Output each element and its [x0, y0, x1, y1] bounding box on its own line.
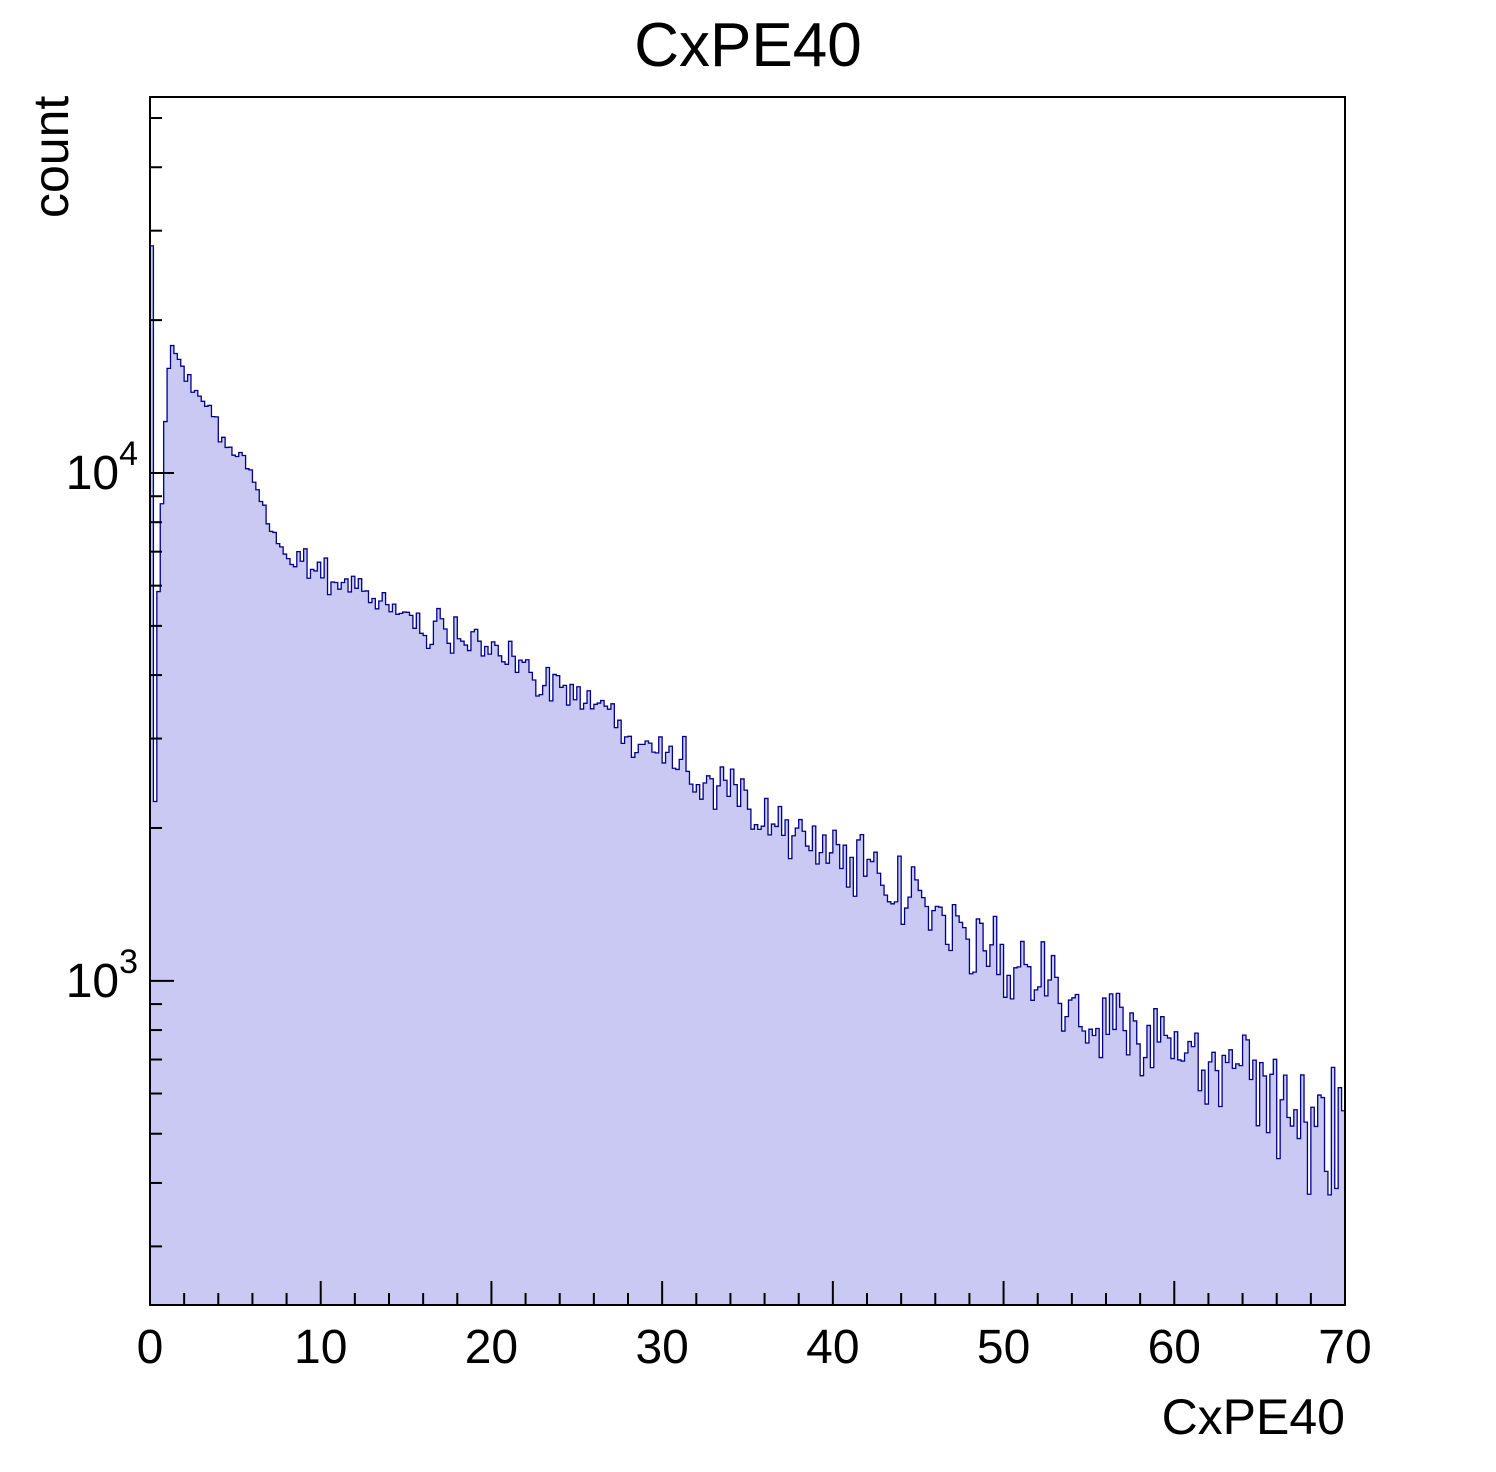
x-tick-label: 50 — [977, 1321, 1030, 1374]
x-tick-label: 0 — [137, 1321, 164, 1374]
x-tick-label: 70 — [1318, 1321, 1371, 1374]
y-tick-label: 103 — [66, 943, 138, 1008]
x-axis-ticks: 0 10 20 30 40 50 60 70 — [137, 1281, 1372, 1374]
x-tick-label: 10 — [294, 1321, 347, 1374]
y-tick-label: 104 — [66, 435, 138, 500]
histogram-area — [149, 245, 1346, 1305]
x-tick-label: 40 — [806, 1321, 859, 1374]
x-axis-title: CxPE40 — [1161, 1389, 1345, 1445]
x-tick-label: 30 — [635, 1321, 688, 1374]
plot-frame — [149, 96, 1346, 1306]
x-tick-label: 60 — [1148, 1321, 1201, 1374]
chart-title: CxPE40 — [634, 11, 862, 80]
y-axis-title: count — [23, 95, 79, 218]
x-tick-label: 20 — [465, 1321, 518, 1374]
